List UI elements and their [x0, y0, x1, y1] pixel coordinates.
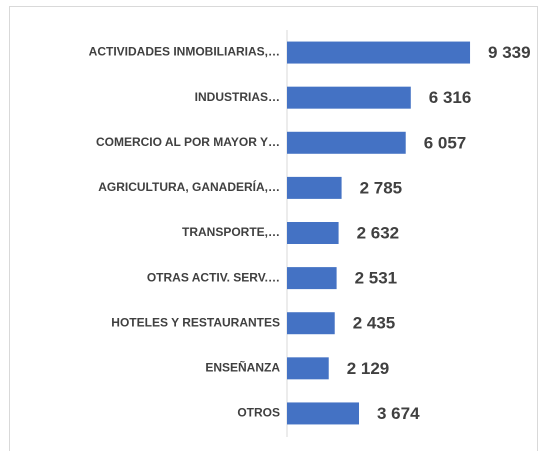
- category-label: ENSEÑANZA: [205, 360, 280, 375]
- value-label: 3 674: [377, 404, 420, 423]
- value-label: 2 785: [360, 178, 403, 197]
- category-label: HOTELES Y RESTAURANTES: [111, 315, 280, 329]
- value-label: 2 531: [355, 269, 398, 288]
- category-label: INDUSTRIAS…: [195, 90, 280, 104]
- bar: [287, 176, 342, 199]
- bar: [287, 222, 339, 244]
- value-label: 2 435: [353, 314, 396, 333]
- bar: [287, 312, 335, 335]
- value-label: 2 129: [347, 359, 390, 378]
- bar: [287, 86, 411, 109]
- value-label: 6 316: [429, 88, 472, 107]
- bar: [287, 41, 471, 64]
- bar: [287, 357, 329, 380]
- category-label: OTRAS ACTIV. SERV.…: [147, 270, 280, 284]
- bar: [287, 267, 337, 290]
- category-label: AGRICULTURA, GANADERÍA,…: [98, 179, 280, 194]
- category-label: ACTIVIDADES INMOBILIARIAS,…: [89, 45, 280, 59]
- value-label: 6 057: [424, 133, 467, 152]
- chart-frame: [9, 6, 538, 451]
- category-label: TRANSPORTE,…: [182, 225, 280, 239]
- bar: [287, 131, 406, 154]
- category-label: COMERCIO AL POR MAYOR Y…: [96, 135, 280, 149]
- category-label: OTROS: [237, 406, 280, 420]
- bar: [287, 402, 360, 425]
- value-label: 2 632: [357, 223, 400, 242]
- value-label: 9 339: [488, 43, 531, 62]
